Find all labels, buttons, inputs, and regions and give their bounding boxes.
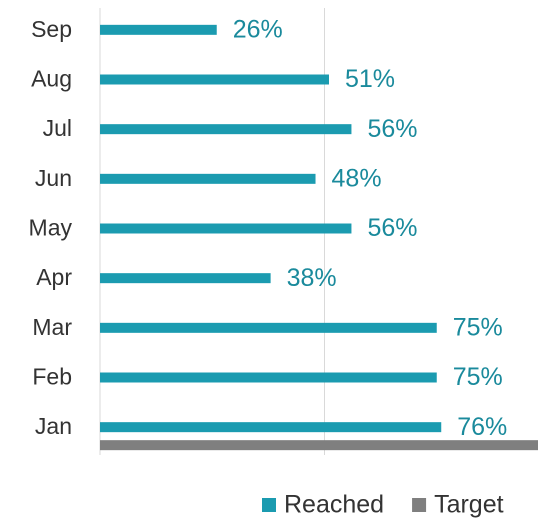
data-label: 38% xyxy=(287,264,337,292)
data-label: 56% xyxy=(367,214,417,242)
legend-label: Target xyxy=(434,491,504,519)
y-tick-label: Feb xyxy=(32,364,72,390)
legend-swatch xyxy=(262,498,276,512)
bar xyxy=(100,74,329,85)
data-label: 26% xyxy=(233,15,283,43)
bar xyxy=(100,422,442,433)
bar xyxy=(100,273,271,284)
y-tick-label: Jul xyxy=(43,115,72,141)
y-tick-label: Jun xyxy=(35,165,72,191)
data-label: 48% xyxy=(332,164,382,192)
data-label: 51% xyxy=(345,65,395,93)
y-tick-label: Jan xyxy=(35,413,72,439)
bar xyxy=(100,24,217,35)
data-label: 75% xyxy=(453,313,503,341)
legend-swatch xyxy=(412,498,427,512)
bar xyxy=(100,372,437,383)
y-tick-label: May xyxy=(29,215,73,241)
data-label: 75% xyxy=(453,363,503,391)
y-tick-label: Aug xyxy=(31,66,72,92)
data-label: 76% xyxy=(457,413,507,441)
y-tick-label: Apr xyxy=(36,264,72,290)
legend-label: Reached xyxy=(284,491,384,519)
bar xyxy=(100,173,316,184)
bar xyxy=(100,440,538,451)
y-tick-label: Sep xyxy=(31,16,72,42)
bar xyxy=(100,124,352,135)
bar xyxy=(100,322,437,333)
bar xyxy=(100,223,352,234)
data-label: 56% xyxy=(367,115,417,143)
y-tick-label: Mar xyxy=(32,314,72,340)
